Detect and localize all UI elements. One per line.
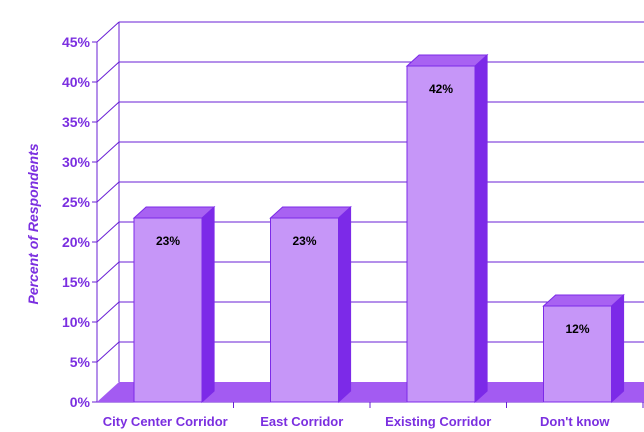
x-tick-label: City Center Corridor xyxy=(103,414,228,429)
gridline-depth xyxy=(96,21,120,43)
bar-group: 12% xyxy=(542,293,625,404)
bar-side xyxy=(338,205,352,404)
bar xyxy=(406,65,476,403)
y-tick-label: 15% xyxy=(62,274,91,290)
bars: 23% 23% 42% 12% xyxy=(132,53,625,404)
x-tick-label: Don't know xyxy=(540,414,610,429)
bar xyxy=(270,217,339,403)
gridline-depth xyxy=(96,341,120,363)
gridline-depth xyxy=(96,141,120,163)
bar-data-label: 12% xyxy=(565,322,589,336)
bar-data-label: 23% xyxy=(156,234,180,248)
x-tick-label: East Corridor xyxy=(260,414,343,429)
y-axis-ticks: 0% 5% 10% 15% 20% 25% 30% 35% 40% 45% xyxy=(62,34,97,410)
y-tick-label: 25% xyxy=(62,194,91,210)
y-tick-label: 10% xyxy=(62,314,91,330)
bar-top xyxy=(269,206,352,219)
x-tick-label: Existing Corridor xyxy=(385,414,491,429)
gridline-depth xyxy=(96,221,120,243)
bar xyxy=(133,217,203,403)
bar-top xyxy=(542,294,625,307)
bar-group: 23% xyxy=(269,205,352,404)
y-tick-label: 45% xyxy=(62,34,91,50)
y-tick-label: 40% xyxy=(62,74,91,90)
y-tick-label: 30% xyxy=(62,154,91,170)
bar-side xyxy=(474,53,488,404)
bar-group: 42% xyxy=(405,53,489,404)
gridline-depth xyxy=(96,181,120,203)
gridline-depth xyxy=(96,261,120,283)
bar-group: 23% xyxy=(132,205,216,404)
bar xyxy=(543,305,612,403)
bar-data-label: 42% xyxy=(429,82,453,96)
y-tick-label: 0% xyxy=(70,394,91,410)
bar-side xyxy=(611,293,625,404)
chart-floor-surface xyxy=(97,382,644,402)
y-tick-label: 5% xyxy=(70,354,91,370)
bar-data-label: 23% xyxy=(292,234,316,248)
bar-top xyxy=(405,54,489,67)
x-axis-ticks: City Center Corridor East Corridor Existin… xyxy=(103,402,644,429)
y-tick-label: 20% xyxy=(62,234,91,250)
y-axis-label: Percent of Respondents xyxy=(25,143,41,304)
gridline-depth xyxy=(96,61,120,83)
bar-top xyxy=(132,206,216,219)
chart-floor xyxy=(97,382,644,402)
gridline-depth xyxy=(96,301,120,323)
bar-side xyxy=(201,205,215,404)
gridline-depth xyxy=(96,101,120,123)
y-tick-label: 35% xyxy=(62,114,91,130)
